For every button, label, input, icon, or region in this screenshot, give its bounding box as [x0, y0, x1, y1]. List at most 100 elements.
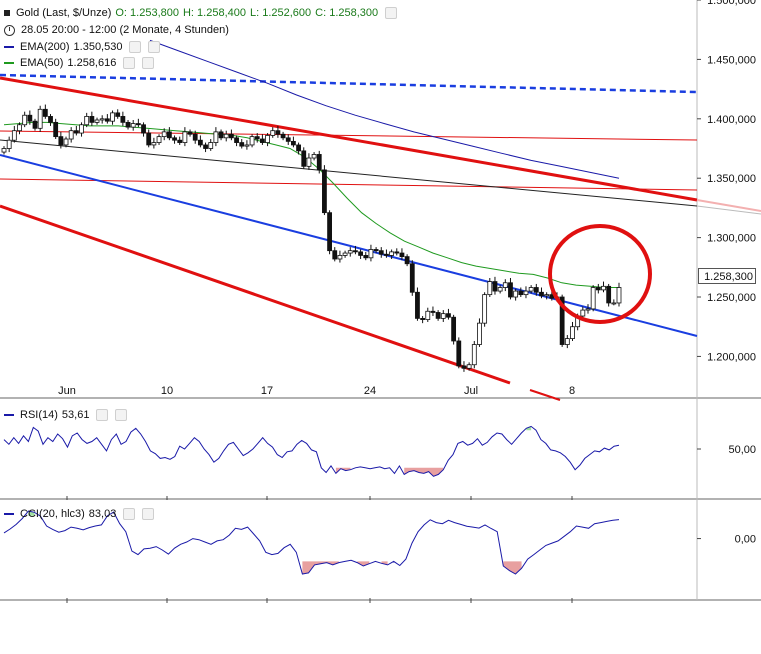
candle — [373, 249, 379, 252]
rsi-value: 53,61 — [61, 409, 90, 421]
ema50-label: EMA(50) — [20, 57, 64, 69]
trendline-red-upper — [0, 76, 698, 202]
candle — [249, 136, 255, 146]
candle — [358, 251, 363, 256]
hline-red-2 — [0, 178, 698, 191]
high-value: H: 1.258,400 — [182, 7, 246, 19]
cci-close-icon[interactable] — [142, 508, 155, 520]
candle — [353, 250, 358, 253]
rsi-y-tick-label: 50,00 — [728, 444, 756, 456]
candle — [616, 287, 622, 304]
candle — [161, 131, 167, 138]
candle — [384, 253, 389, 256]
candle — [466, 364, 472, 369]
candle — [440, 313, 446, 319]
cci-settings-icon[interactable] — [123, 508, 136, 520]
candle — [228, 133, 234, 139]
candle — [508, 282, 513, 298]
candle — [363, 255, 369, 259]
candle — [446, 313, 451, 318]
candle — [58, 136, 64, 146]
highlight-circle — [548, 224, 652, 324]
candle — [332, 250, 338, 260]
candle — [275, 130, 281, 135]
candle — [17, 124, 22, 132]
candle — [487, 281, 493, 296]
candle — [280, 133, 286, 139]
candle — [590, 287, 596, 310]
candle — [570, 326, 575, 339]
rsi-settings-icon[interactable] — [96, 409, 109, 421]
y-tick-label: 1.250,000 — [707, 292, 756, 304]
candle — [518, 290, 524, 296]
ema50-legend: EMA(50) 1.258,616 — [4, 56, 155, 70]
y-tick-label: 1.450,000 — [707, 54, 756, 66]
ema50-close-icon[interactable] — [142, 57, 155, 69]
y-tick-label: 1.350,000 — [707, 173, 756, 185]
ema200-close-icon[interactable] — [148, 41, 161, 53]
candle — [151, 142, 157, 146]
candle — [84, 116, 90, 126]
candle — [342, 252, 348, 256]
candle — [399, 252, 405, 258]
cci-value: 83,03 — [88, 508, 117, 520]
trendline-red-lower — [0, 204, 511, 385]
candle — [73, 130, 79, 134]
x-tick-label: Jun — [58, 385, 76, 397]
rsi-close-icon[interactable] — [115, 409, 128, 421]
settings-icon[interactable] — [385, 7, 398, 19]
ema200-legend: EMA(200) 1.350,530 — [4, 40, 161, 54]
candle — [502, 282, 508, 288]
candle — [141, 124, 146, 134]
ema50-swatch — [4, 62, 14, 64]
trendline-red-lower-end — [529, 389, 561, 401]
candle — [327, 212, 332, 252]
candle — [533, 287, 539, 293]
candle — [456, 340, 462, 367]
candle — [260, 138, 265, 143]
candle — [409, 263, 415, 293]
candle — [53, 121, 59, 138]
candle — [378, 250, 384, 255]
cci-legend: CCI(20, hlc3) 83,03 — [4, 507, 155, 521]
low-value: L: 1.252,600 — [249, 7, 312, 19]
period-row: 28.05 20:00 - 12:00 (2 Monate, 4 Stunden… — [4, 23, 229, 37]
y-tick-label: 1.500,000 — [707, 0, 756, 7]
ema50-line — [3, 121, 619, 288]
candle — [611, 302, 617, 305]
candle — [94, 119, 100, 123]
candle — [539, 291, 544, 297]
trendline-blue-support — [0, 154, 698, 337]
x-tick-label: 8 — [569, 385, 575, 397]
candle — [239, 142, 245, 147]
ema50-settings-icon[interactable] — [123, 57, 136, 69]
x-tick-label: 17 — [261, 385, 273, 397]
open-value: O: 1.253,800 — [115, 7, 179, 19]
candle — [368, 249, 374, 259]
candle — [177, 139, 183, 143]
candle — [482, 294, 488, 324]
y-tick-label: 1.200,000 — [707, 351, 756, 363]
candle — [559, 296, 565, 345]
close-value: C: 1.258,300 — [315, 7, 379, 19]
ema200-line — [149, 39, 620, 179]
trendline-black-extension — [696, 205, 761, 215]
rsi-label: RSI(14) — [20, 409, 58, 421]
ema200-value: 1.350,530 — [73, 41, 123, 53]
menu-icon[interactable] — [4, 10, 10, 16]
candle — [606, 285, 612, 304]
candle — [471, 344, 477, 366]
trendline-red-extension — [696, 199, 761, 212]
candle — [234, 137, 239, 143]
x-tick-label: Jul — [464, 385, 478, 397]
hline-red-1 — [0, 130, 698, 141]
candle — [513, 290, 519, 298]
candle — [523, 290, 529, 296]
candle — [37, 108, 43, 129]
ema200-settings-icon[interactable] — [129, 41, 142, 53]
cci-swatch — [4, 513, 14, 515]
candle — [404, 256, 410, 265]
candle — [477, 322, 482, 345]
candle — [435, 312, 441, 319]
candle — [316, 154, 322, 171]
